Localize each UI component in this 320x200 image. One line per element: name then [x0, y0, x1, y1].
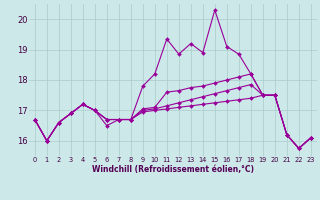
X-axis label: Windchill (Refroidissement éolien,°C): Windchill (Refroidissement éolien,°C)	[92, 165, 254, 174]
